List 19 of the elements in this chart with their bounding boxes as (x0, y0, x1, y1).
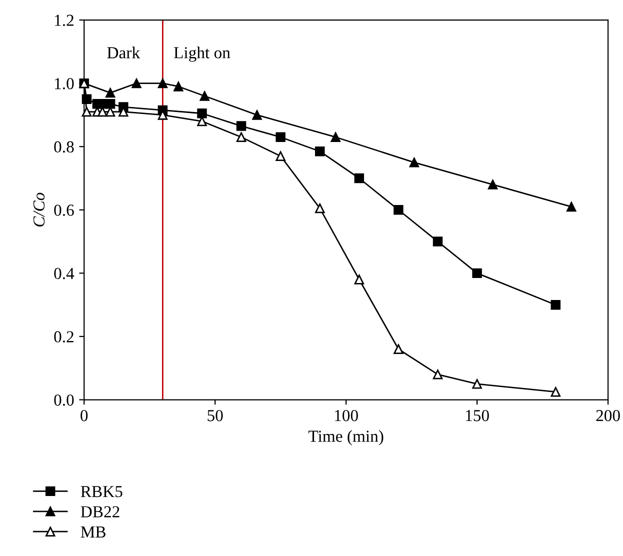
y-tick-label: 0.2 (54, 331, 74, 342)
x-tick-label: 200 (596, 410, 620, 422)
y-tick-label: 0.6 (54, 204, 74, 216)
x-tick-label: 150 (466, 410, 489, 422)
legend-label: RBK5 (80, 486, 122, 498)
x-tick-label: 0 (80, 410, 88, 422)
x-axis-title: Time (min) (308, 430, 384, 446)
y-tick-label: 1.0 (55, 78, 74, 90)
x-tick-label: 50 (208, 410, 223, 422)
y-tick-label: 0.8 (54, 141, 74, 153)
legend-label: DB22 (80, 506, 120, 518)
y-axis-title: C/Co (33, 192, 45, 227)
annotation: Light on (174, 46, 230, 62)
x-tick-label: 100 (335, 410, 358, 422)
y-tick-label: 1.2 (55, 14, 74, 26)
y-tick-label: 0.4 (54, 268, 74, 280)
y-tick-label: 0.0 (54, 394, 74, 406)
legend-label: MB (80, 526, 106, 538)
annotation: Dark (107, 46, 140, 58)
